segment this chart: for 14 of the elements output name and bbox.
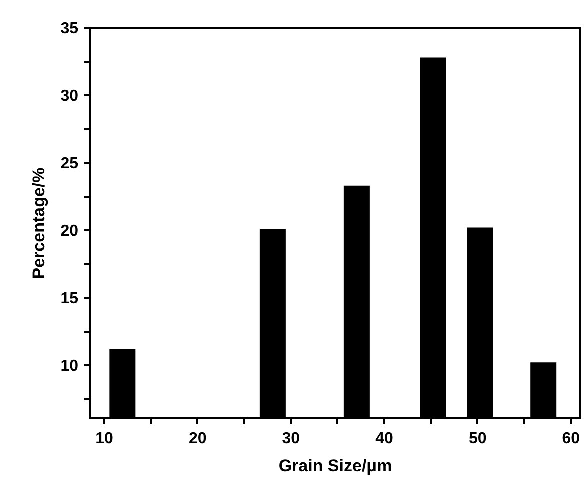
x-tick-label: 40 [376,430,394,448]
y-tick-label: 30 [60,88,79,105]
y-tick-label: 25 [60,155,79,172]
x-axis-title: Grain Size/μm [278,456,392,476]
y-tick-label: 20 [60,222,79,240]
x-tick-label: 20 [188,430,207,448]
x-tick-label: 60 [562,430,580,448]
x-tick-label: 10 [96,430,114,448]
y-tick-label: 15 [60,290,79,308]
x-tick-label: 50 [468,430,487,448]
y-tick-label: 35 [60,20,79,38]
y-axis-title: Percentage/% [30,168,49,280]
y-tick-label: 10 [60,358,79,375]
x-tick-label: 30 [282,430,300,448]
